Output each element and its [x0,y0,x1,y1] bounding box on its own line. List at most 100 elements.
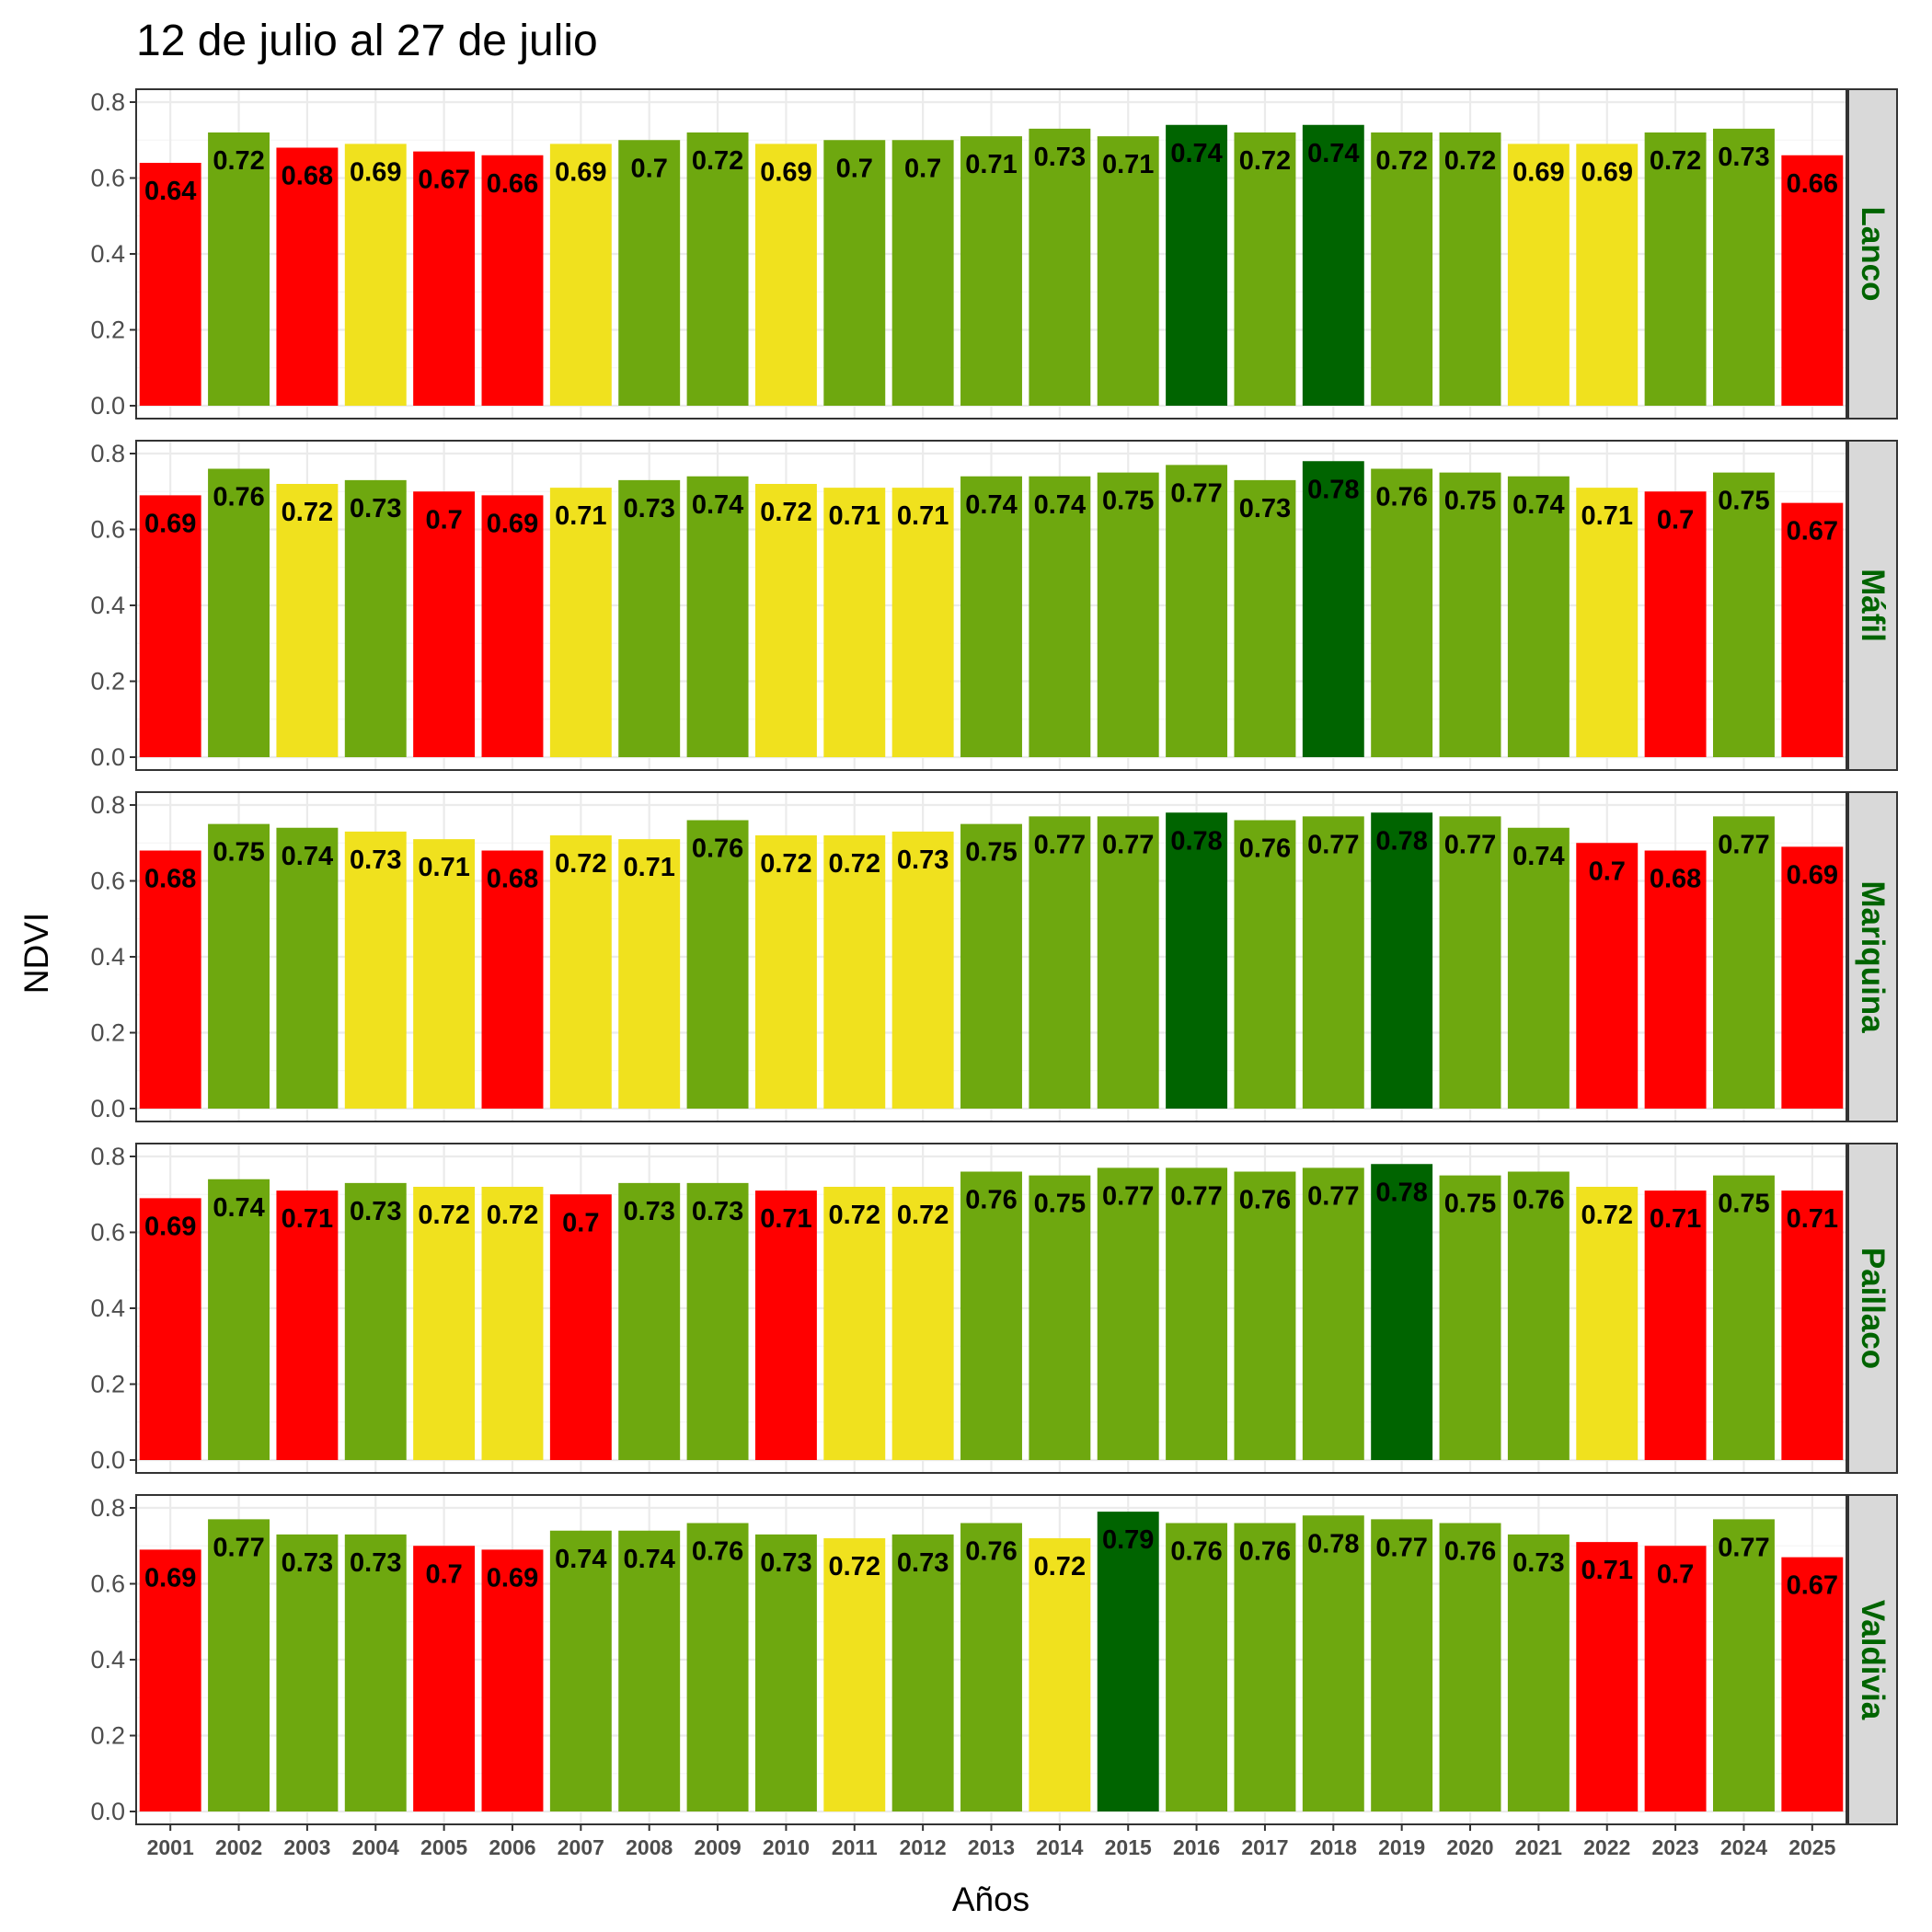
bar-2016 [1166,1167,1228,1460]
y-tick-label: 0.8 [90,1494,125,1522]
y-tick-label: 0.0 [90,743,125,771]
bar-value-label: 0.75 [1444,487,1496,516]
panel-border [135,1143,1847,1474]
bar-value-label: 0.77 [1170,1181,1222,1211]
panel-lanco: 0.0 0.2 0.4 0.6 0.8 0.64 0.72 0.68 0.69 0.67 0.66 0… [90,88,1898,420]
bar-value-label: 0.66 [487,169,538,199]
bar-value-label: 0.7 [904,154,941,183]
bar-value-label: 0.7 [836,154,873,183]
bar-value-label: 0.73 [1239,494,1291,523]
bar-value-label: 0.76 [1170,1537,1222,1567]
bar-value-label: 0.73 [897,845,949,875]
bar-2022 [1576,488,1639,757]
bar-2025 [1781,1190,1844,1460]
bar-2015 [1097,816,1159,1109]
bar-value-label: 0.73 [282,1548,333,1578]
bar-value-label: 0.69 [555,157,606,187]
bar-value-label: 0.77 [1718,830,1769,859]
y-tick-label: 0.2 [90,1722,125,1750]
bar-value-label: 0.75 [213,838,264,868]
bar-value-label: 0.73 [1512,1548,1564,1578]
bar-2020 [1439,472,1501,757]
y-tick-label: 0.4 [90,1294,125,1322]
bar-value-label: 0.71 [1102,150,1154,179]
x-tick-label: 2025 [1788,1835,1835,1859]
bar-2023 [1644,132,1707,406]
bar-value-label: 0.77 [1102,830,1154,859]
bar-value-label: 0.76 [1239,1537,1291,1567]
bar-2018 [1302,1515,1364,1811]
x-tick-label: 2023 [1652,1835,1699,1859]
bar-2005 [413,491,476,757]
bar-2023 [1644,491,1707,757]
bar-2008 [618,1182,681,1460]
bar-2018 [1302,1167,1364,1460]
y-tick-label: 0.2 [90,1019,125,1047]
bar-2002 [208,823,270,1109]
bar-2005 [413,1546,476,1811]
bar-value-label: 0.76 [213,483,264,512]
bar-2018 [1302,124,1364,406]
bar-2016 [1166,812,1228,1109]
x-tick-label: 2020 [1446,1835,1493,1859]
bar-2003 [276,147,339,406]
y-tick-label: 0.4 [90,943,125,971]
bar-value-label: 0.76 [1239,1186,1291,1215]
x-tick-label: 2001 [147,1835,194,1859]
y-tick-label: 0.2 [90,1371,125,1398]
bar-value-label: 0.77 [1307,830,1359,859]
bar-value-label: 0.78 [1375,1178,1427,1207]
bar-value-label: 0.74 [282,842,333,871]
bar-2011 [823,488,886,757]
bar-2017 [1234,479,1296,757]
bar-2012 [891,140,954,406]
bar-2004 [344,1534,407,1811]
bar-value-label: 0.72 [487,1201,538,1230]
panel-máfil: 0.0 0.2 0.4 0.6 0.8 0.69 0.76 0.72 0.73 0.7 0.69 0.… [90,440,1898,771]
bar-2022 [1576,1542,1639,1811]
chart-title: 12 de julio al 27 de julio [136,17,598,65]
bar-value-label: 0.74 [1034,490,1086,520]
bar-value-label: 0.77 [213,1533,264,1562]
bar-value-label: 0.78 [1170,826,1222,856]
panel-border [135,440,1847,771]
x-tick-label: 2013 [968,1835,1015,1859]
facet-strip [1847,1143,1898,1474]
bar-value-label: 0.74 [692,490,743,520]
bar-value-label: 0.71 [1581,501,1633,531]
bar-2012 [891,1187,954,1460]
x-tick-label: 2024 [1720,1835,1767,1859]
facet-panels: 0.0 0.2 0.4 0.6 0.8 0.64 0.72 0.68 0.69 0.67 0.66 0… [90,88,1898,1859]
facet-strip-label: Mariquina [1855,880,1891,1033]
bar-2005 [413,1187,476,1460]
bar-value-label: 0.74 [965,490,1017,520]
x-axis-title: Años [952,1880,1029,1918]
bar-2016 [1166,124,1228,406]
bar-2011 [823,835,886,1109]
bar-2014 [1029,128,1091,406]
bar-2006 [481,1549,544,1811]
bar-value-label: 0.71 [829,501,880,531]
bar-value-label: 0.69 [144,509,196,538]
facet-strip [1847,791,1898,1122]
bar-2002 [208,132,270,406]
bar-2024 [1712,472,1775,757]
bar-2016 [1166,465,1228,757]
bar-value-label: 0.69 [1787,860,1838,890]
bar-value-label: 0.77 [1375,1533,1427,1562]
bar-value-label: 0.7 [1657,1559,1694,1589]
bar-2009 [686,820,749,1109]
x-tick-label: 2019 [1378,1835,1425,1859]
bar-2019 [1371,1164,1433,1460]
bar-2021 [1507,1171,1570,1460]
facet-strip [1847,88,1898,420]
bar-2009 [686,1182,749,1460]
bar-2019 [1371,1519,1433,1811]
bar-value-label: 0.72 [760,849,811,879]
bar-value-label: 0.76 [692,834,743,864]
bar-2022 [1576,843,1639,1109]
bar-value-label: 0.75 [1444,1190,1496,1219]
x-tick-label: 2006 [489,1835,535,1859]
facet-strip-label: Lanco [1855,206,1891,301]
x-tick-label: 2002 [215,1835,262,1859]
